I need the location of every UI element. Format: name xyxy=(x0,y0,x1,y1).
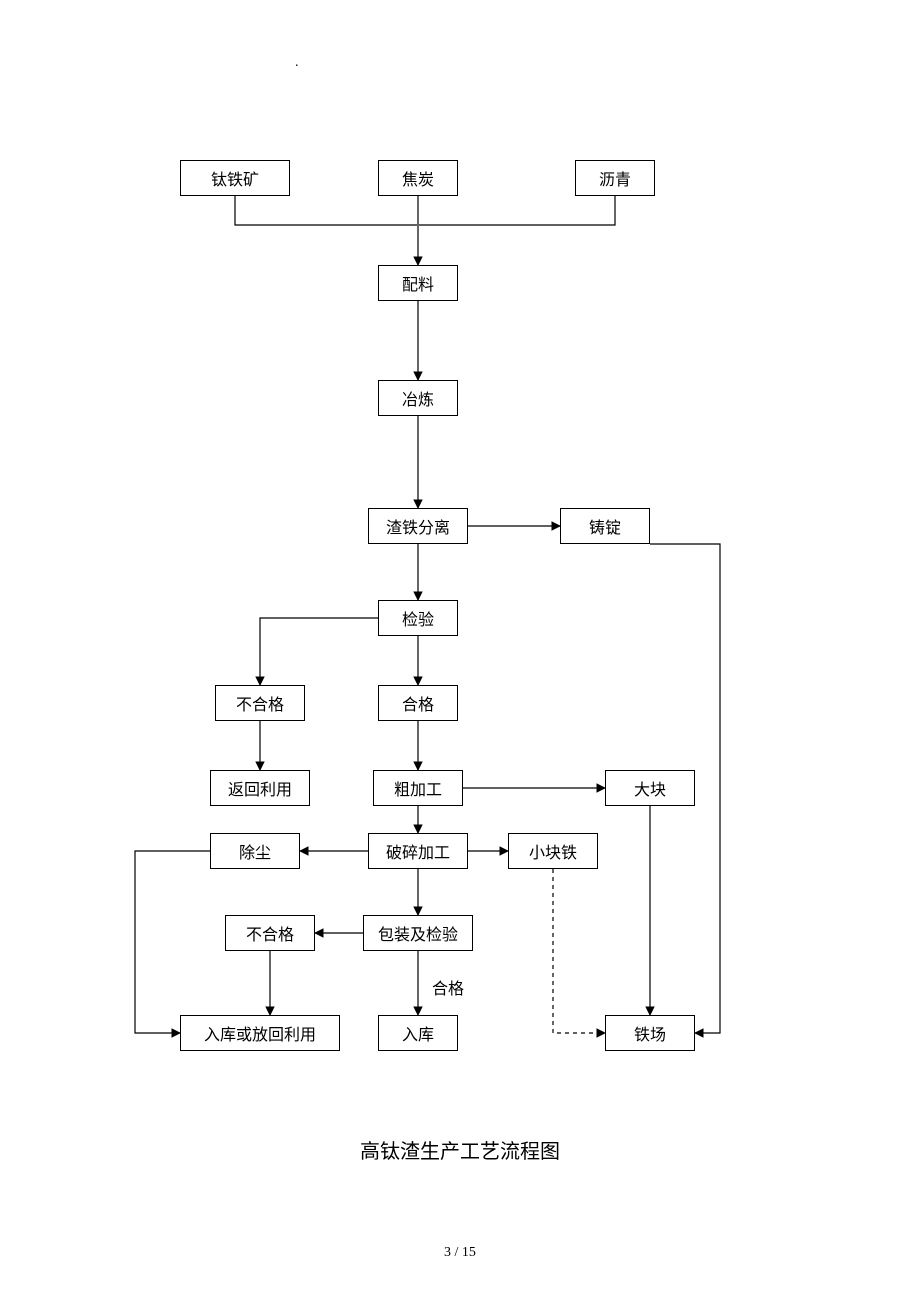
node-label: 除尘 xyxy=(239,839,271,863)
node-fanhui: 返回利用 xyxy=(210,770,310,806)
node-label: 铁场 xyxy=(634,1021,666,1045)
node-label: 检验 xyxy=(402,606,434,630)
page-footer: 3 / 15 xyxy=(0,1245,920,1261)
node-label: 沥青 xyxy=(599,166,631,190)
node-dakuai: 大块 xyxy=(605,770,695,806)
node-buhege2: 不合格 xyxy=(225,915,315,951)
node-label: 合格 xyxy=(402,691,434,715)
node-baozhuang: 包装及检验 xyxy=(363,915,473,951)
node-zhatie: 渣铁分离 xyxy=(368,508,468,544)
node-label: 大块 xyxy=(634,776,666,800)
node-ruku: 入库 xyxy=(378,1015,458,1051)
node-label: 焦炭 xyxy=(402,166,434,190)
node-label: 破碎加工 xyxy=(386,839,450,863)
node-ruku2: 入库或放回利用 xyxy=(180,1015,340,1051)
node-label: 小块铁 xyxy=(529,839,577,863)
node-xiaokuaitie: 小块铁 xyxy=(508,833,598,869)
node-yelian: 冶炼 xyxy=(378,380,458,416)
node-label: 粗加工 xyxy=(394,776,442,800)
node-label: 配料 xyxy=(402,271,434,295)
node-label: 返回利用 xyxy=(228,776,292,800)
edge-label-hege: 合格 xyxy=(432,975,464,999)
page-root: . 钛铁矿 焦炭 沥青 配料 冶炼 渣铁分离 铸锭 检验 不合格 合格 返回利用… xyxy=(0,0,920,1303)
node-label: 渣铁分离 xyxy=(386,514,450,538)
node-liqing: 沥青 xyxy=(575,160,655,196)
node-hege: 合格 xyxy=(378,685,458,721)
node-buhege1: 不合格 xyxy=(215,685,305,721)
node-jiaotan: 焦炭 xyxy=(378,160,458,196)
node-label: 冶炼 xyxy=(402,386,434,410)
node-peiliao: 配料 xyxy=(378,265,458,301)
node-label: 不合格 xyxy=(246,921,294,945)
node-jianyan: 检验 xyxy=(378,600,458,636)
node-label: 入库 xyxy=(402,1021,434,1045)
node-label: 钛铁矿 xyxy=(211,166,259,190)
node-tiechang: 铁场 xyxy=(605,1015,695,1051)
edges-layer xyxy=(0,0,920,1303)
node-cujiagong: 粗加工 xyxy=(373,770,463,806)
node-chuchen: 除尘 xyxy=(210,833,300,869)
caption: 高钛渣生产工艺流程图 xyxy=(0,1135,920,1164)
node-label: 铸锭 xyxy=(589,514,621,538)
node-label: 不合格 xyxy=(236,691,284,715)
node-tietiekuang: 钛铁矿 xyxy=(180,160,290,196)
node-label: 包装及检验 xyxy=(378,921,458,945)
node-posui: 破碎加工 xyxy=(368,833,468,869)
node-zhuding: 铸锭 xyxy=(560,508,650,544)
node-label: 入库或放回利用 xyxy=(204,1021,316,1045)
dot-mark: . xyxy=(295,55,299,71)
